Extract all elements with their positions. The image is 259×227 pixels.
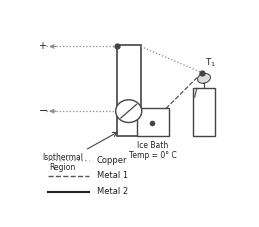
- Bar: [193, 88, 215, 136]
- Polygon shape: [198, 74, 210, 83]
- Bar: [117, 45, 141, 136]
- Text: Isothermal
Region: Isothermal Region: [42, 132, 117, 173]
- Text: +: +: [38, 42, 46, 52]
- Text: Metal 1: Metal 1: [97, 171, 128, 180]
- Text: Metal 2: Metal 2: [97, 187, 128, 196]
- Text: −: −: [38, 106, 48, 116]
- Text: T$_1$: T$_1$: [205, 57, 216, 69]
- Circle shape: [116, 100, 142, 123]
- Text: Copper: Copper: [97, 155, 127, 165]
- Bar: [137, 108, 169, 136]
- Text: Ice Bath
Temp = 0° C: Ice Bath Temp = 0° C: [129, 141, 177, 160]
